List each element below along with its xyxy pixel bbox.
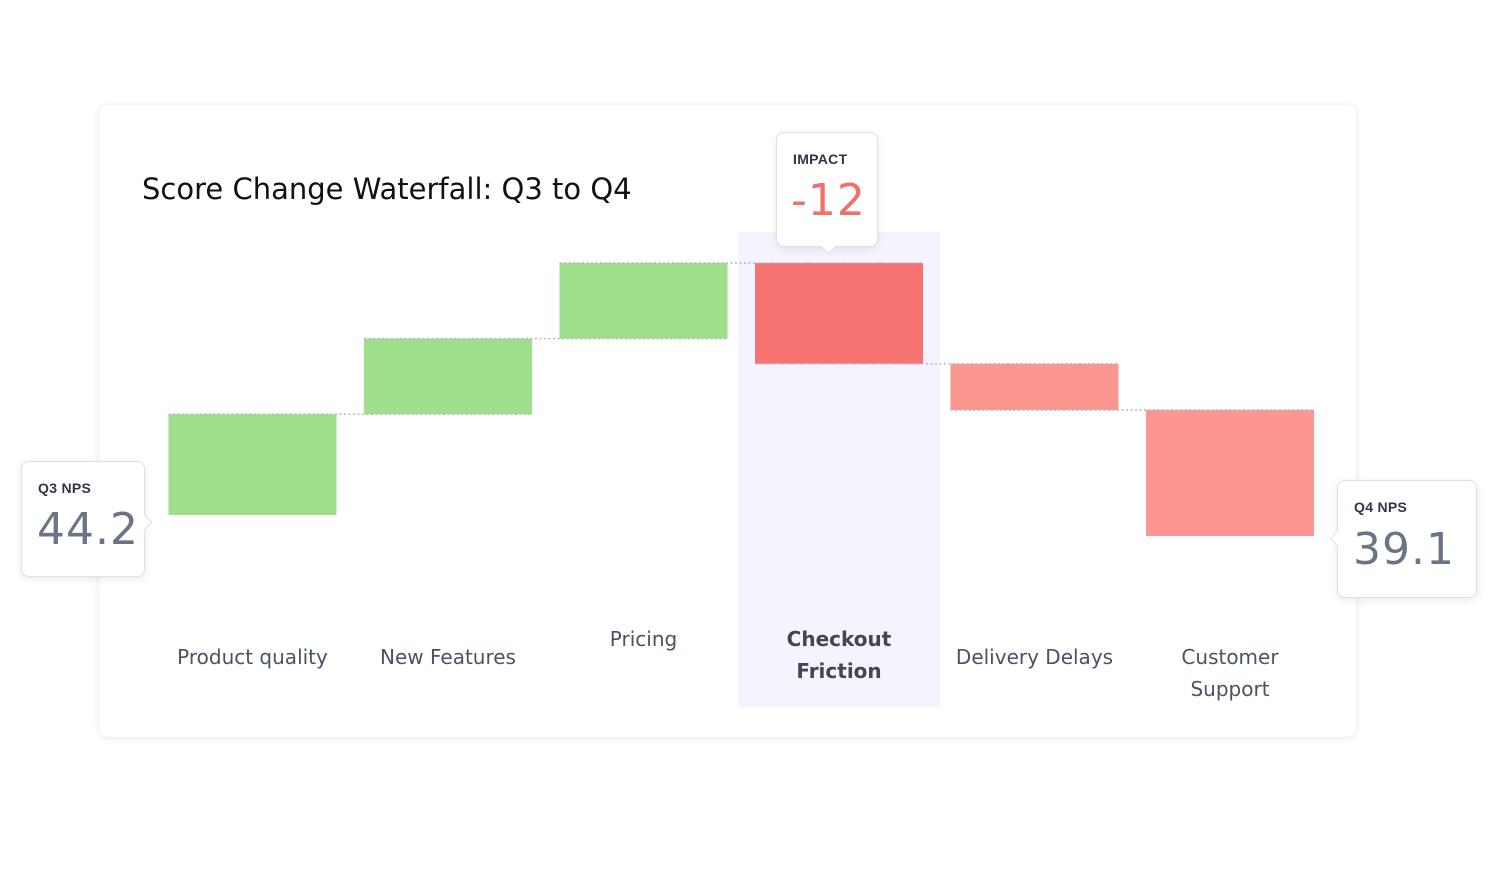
category-label: Pricing (609, 627, 678, 651)
waterfall-bar (1146, 410, 1314, 536)
q3-nps-caption: Q3 NPS (38, 480, 92, 496)
category-label: Delivery Delays (955, 645, 1114, 669)
category-label: New Features (380, 645, 516, 669)
waterfall-bar (168, 414, 337, 515)
q3-nps-callout: Q3 NPS 44.2 (21, 461, 145, 577)
q3-nps-value: 44.2 (37, 504, 139, 555)
q4-nps-callout: Q4 NPS 39.1 (1337, 480, 1477, 598)
q4-nps-value: 39.1 (1353, 524, 1455, 575)
q4-nps-caption: Q4 NPS (1354, 499, 1408, 515)
category-label: Checkout Friction (786, 627, 892, 683)
waterfall-bar (950, 363, 1119, 410)
waterfall-bar (755, 263, 923, 364)
category-label: Product quality (177, 645, 328, 669)
impact-value: -12 (791, 175, 866, 226)
chart-title: Score Change Waterfall: Q3 to Q4 (142, 172, 632, 206)
category-label: Customer Support (1181, 645, 1279, 701)
waterfall-bar (364, 338, 532, 415)
impact-caption: IMPACT (793, 151, 848, 167)
waterfall-bar (559, 263, 728, 339)
impact-callout: IMPACT -12 (776, 132, 878, 247)
